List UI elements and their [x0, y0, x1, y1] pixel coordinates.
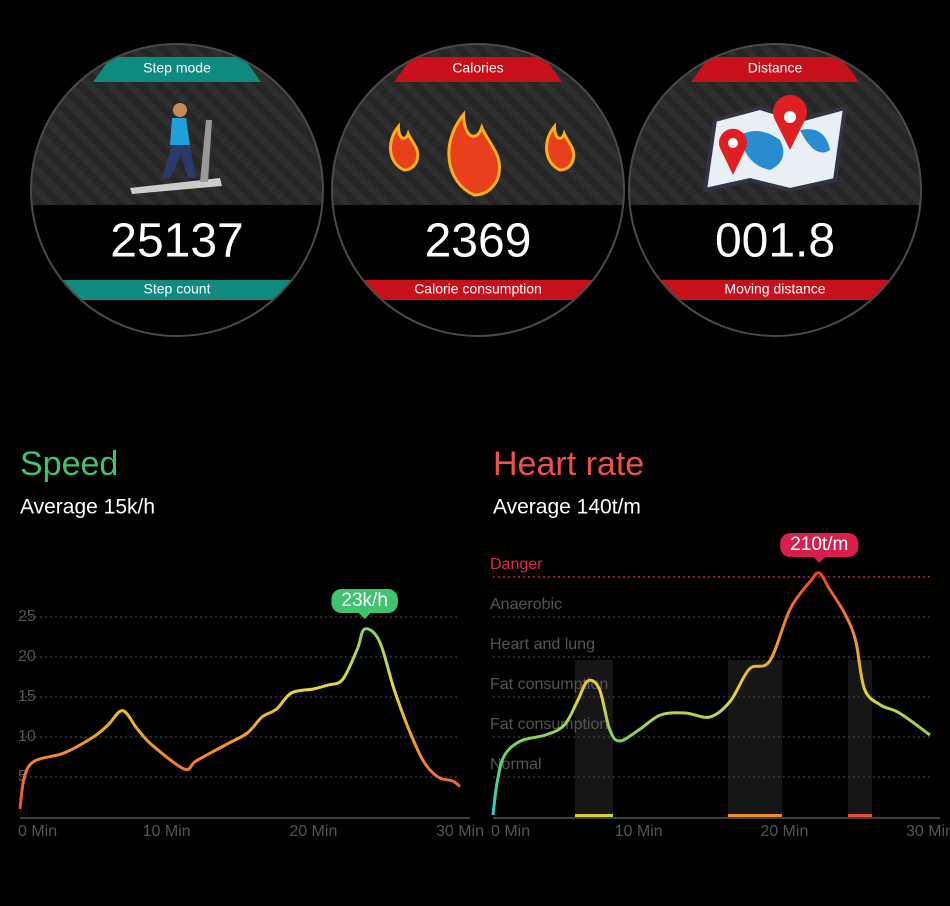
- chart-subtitle: Average 15k/h: [20, 496, 155, 519]
- card-footer: Step count: [144, 281, 211, 297]
- card: [332, 44, 624, 336]
- header-ribbon: [691, 57, 859, 82]
- annotation: 210t/m: [790, 534, 848, 555]
- card-value: 25137: [110, 215, 243, 268]
- data-line: [18, 627, 461, 810]
- icon: [170, 118, 190, 145]
- card-ring: [331, 43, 625, 337]
- footer-ribbon: [358, 280, 598, 300]
- x-tick-label: 20 Min: [760, 823, 808, 840]
- card-footer: Moving distance: [724, 281, 825, 297]
- y-tick-label: 10: [18, 728, 36, 745]
- card-value: 001.8: [715, 215, 835, 268]
- header-ribbon: [93, 57, 261, 82]
- card-header: Step mode: [143, 60, 211, 76]
- icon: [389, 122, 420, 172]
- annotation: 23k/h: [341, 590, 387, 611]
- y-tick-label: Anaerobic: [490, 596, 562, 613]
- y-tick-label: Danger: [490, 556, 543, 573]
- y-tick-label: 15: [18, 688, 36, 705]
- icon: [545, 122, 576, 172]
- y-tick-label: 5: [18, 768, 27, 785]
- card-header: Distance: [748, 60, 803, 76]
- annotation-bubble: [780, 533, 859, 563]
- chart-title: Speed: [20, 445, 118, 483]
- x-tick-label: 30 Min: [436, 823, 484, 840]
- y-tick-label: 20: [18, 648, 36, 665]
- y-tick-label: 25: [18, 608, 36, 625]
- x-tick-label: 0 Min: [491, 823, 530, 840]
- card-ring: [30, 43, 324, 337]
- y-tick-label: Fat consumption: [490, 716, 608, 733]
- annotation-bubble: [331, 589, 398, 619]
- x-tick-label: 0 Min: [18, 823, 57, 840]
- icon: [130, 178, 222, 194]
- card-ring: [628, 43, 922, 337]
- y-tick-label: Fat consumption: [490, 676, 608, 693]
- chart-title: Heart rate: [493, 445, 644, 483]
- card-footer: Calorie consumption: [414, 281, 542, 297]
- card-value: 2369: [425, 215, 532, 268]
- chart-subtitle: Average 140t/m: [493, 496, 641, 519]
- x-tick-label: 10 Min: [143, 823, 191, 840]
- card: [31, 44, 323, 336]
- y-tick-label: Heart and lung: [490, 636, 595, 653]
- icon: [719, 128, 747, 175]
- zone-columns: [575, 660, 872, 817]
- icon: [784, 111, 796, 123]
- x-tick-label: 30 Min: [906, 823, 950, 840]
- header-ribbon: [394, 57, 562, 82]
- icon: [447, 110, 501, 197]
- x-tick-label: 20 Min: [289, 823, 337, 840]
- card-header: Calories: [452, 60, 503, 76]
- data-line: [491, 571, 931, 816]
- footer-ribbon: [655, 280, 895, 300]
- icon: [162, 145, 196, 178]
- x-tick-label: 10 Min: [615, 823, 663, 840]
- card: [629, 44, 921, 336]
- icon: [728, 138, 738, 148]
- icon: [173, 103, 187, 117]
- y-tick-label: Normal: [490, 756, 542, 773]
- icon: [740, 129, 830, 170]
- icon: [200, 120, 212, 182]
- footer-ribbon: [57, 280, 297, 300]
